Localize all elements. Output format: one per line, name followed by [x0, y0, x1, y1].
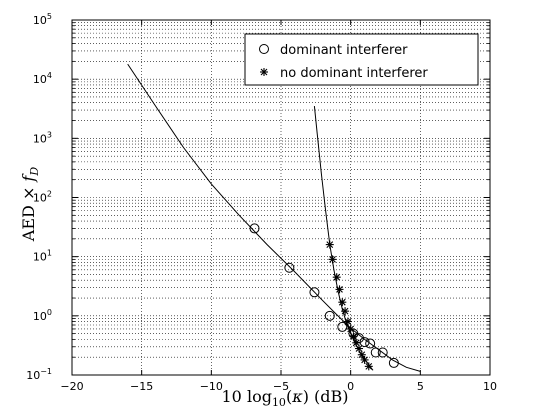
data-point-circle	[324, 310, 335, 321]
legend-marker-circle	[259, 44, 269, 54]
y-axis-label: AED × fD	[19, 167, 41, 243]
data-point-circle	[309, 287, 320, 298]
x-tick-label: −10	[200, 380, 223, 393]
asterisk-stroke	[333, 273, 341, 281]
asterisk-stroke	[350, 332, 357, 340]
data-point-asterisk	[346, 324, 355, 333]
asterisk-stroke	[344, 318, 352, 325]
x-axis-label: 10 log10(κ) (dB)	[222, 387, 349, 409]
data-point-asterisk	[349, 332, 358, 341]
x-tick-label: −5	[273, 380, 289, 393]
x-tick-label: 0	[347, 380, 354, 393]
x-tick-label: 5	[417, 380, 424, 393]
grid-lines	[72, 20, 490, 375]
asterisk-stroke	[341, 307, 349, 315]
data-point-asterisk	[341, 307, 350, 316]
legend-marker-asterisk	[260, 68, 268, 76]
data-point-asterisk	[325, 240, 334, 249]
data-point-asterisk	[328, 255, 337, 264]
data-point-asterisk	[335, 285, 344, 294]
asterisk-stroke	[355, 345, 363, 352]
y-tick-label: 105	[33, 12, 52, 27]
data-point-asterisk	[332, 273, 341, 282]
data-point-circle	[284, 262, 295, 273]
legend-box	[244, 33, 479, 86]
data-point-asterisk	[343, 317, 352, 326]
data-point-circle	[388, 357, 399, 368]
data-point-circle	[359, 337, 370, 348]
data-point-asterisk	[338, 298, 347, 307]
data-point-circle	[377, 347, 388, 358]
asterisk-stroke	[358, 351, 366, 359]
asterisk-stroke	[329, 255, 336, 263]
legend: dominant interferer no dominant interfer…	[244, 33, 479, 86]
data-point-circle	[370, 347, 381, 358]
y-tick-label: 101	[33, 249, 52, 264]
asterisk-stroke	[365, 362, 373, 370]
legend-label-no-dominant: no dominant interferer	[280, 66, 428, 81]
y-tick-label: 10−1	[26, 367, 52, 382]
y-tick-label: 100	[33, 308, 52, 323]
x-tick-label: −15	[130, 380, 153, 393]
x-tick-label: 10	[483, 380, 497, 393]
y-tick-label: 103	[33, 130, 52, 145]
data-point-circle	[365, 338, 376, 349]
asterisk-stroke	[347, 325, 355, 333]
x-tick-label: −20	[60, 380, 83, 393]
asterisk-stroke	[361, 356, 368, 364]
y-tick-label: 104	[33, 71, 52, 86]
asterisk-stroke	[336, 285, 343, 293]
asterisk-stroke	[338, 298, 346, 306]
fit-curve-0	[127, 63, 421, 372]
data-point-circle	[337, 321, 348, 332]
data-point-asterisk	[364, 362, 373, 371]
asterisk-stroke	[352, 339, 360, 347]
data-point-asterisk	[355, 344, 364, 353]
data-point-asterisk	[360, 355, 369, 364]
legend-label-dominant: dominant interferer	[280, 43, 408, 58]
data-point-circle	[249, 223, 260, 234]
data-points	[249, 223, 399, 371]
asterisk-stroke	[326, 241, 334, 248]
